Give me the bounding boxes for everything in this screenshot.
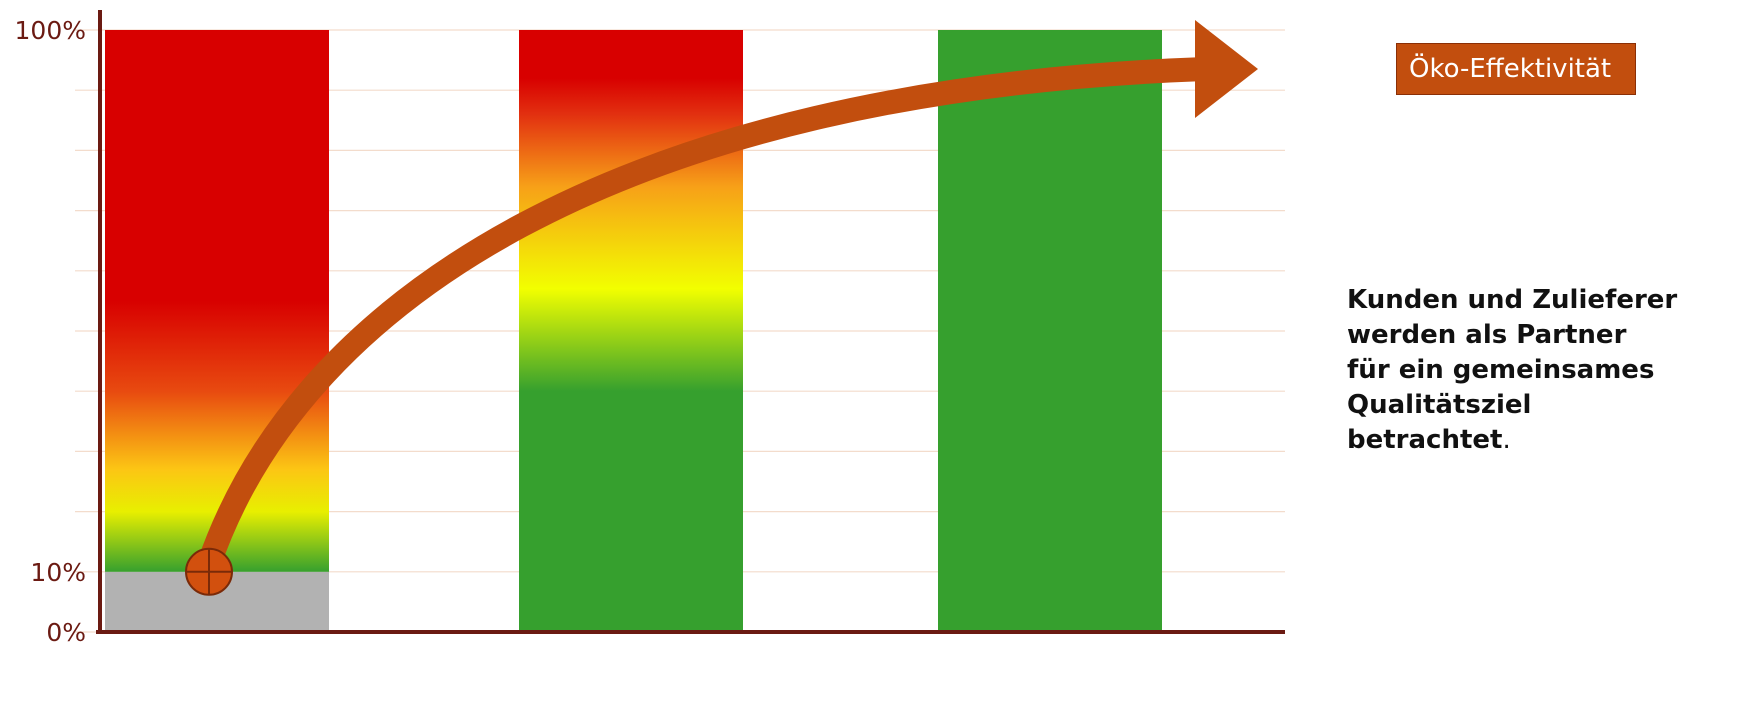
annotation-text: Kunden und Zulieferer werden als Partner… [1347, 283, 1727, 458]
annotation-line-1: Kunden und Zulieferer [1347, 285, 1678, 315]
y-tick-label: 100% [15, 16, 86, 45]
annotation-period: . [1502, 425, 1511, 455]
annotation-line-2: werden als Partner [1347, 320, 1627, 350]
y-tick-label: 10% [30, 558, 86, 587]
trend-arrow-shaft [197, 57, 1206, 568]
trend-label: Öko-Effektivität [1409, 54, 1612, 84]
bar-2 [519, 30, 743, 632]
y-tick-label: 0% [46, 618, 86, 647]
trend-arrow-head [1195, 20, 1258, 118]
annotation-line-3: für ein gemeinsames [1347, 355, 1655, 385]
bar-1 [105, 30, 329, 572]
annotation-line-5: betrachtet [1347, 425, 1503, 455]
bar-3 [938, 30, 1162, 632]
annotation-line-4: Qualitätsziel [1347, 390, 1532, 420]
trend-label-box: Öko-Effektivität [1396, 43, 1636, 95]
